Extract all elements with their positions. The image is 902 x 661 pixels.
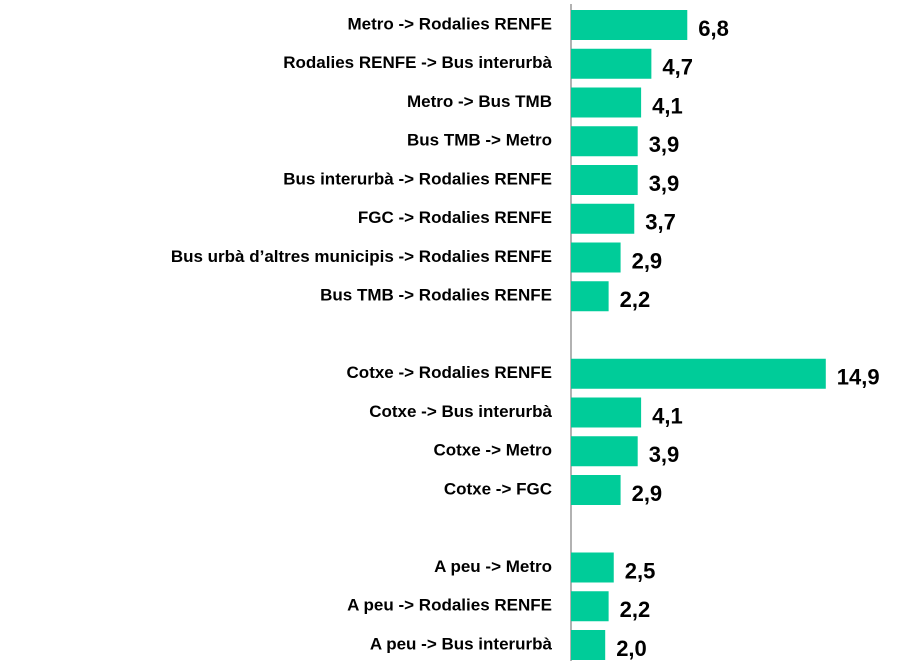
category-label: A peu -> Bus interurbà xyxy=(370,634,553,653)
category-label: Bus TMB -> Rodalies RENFE xyxy=(320,286,552,305)
category-label: Cotxe -> Rodalies RENFE xyxy=(347,363,552,382)
bar xyxy=(571,475,621,505)
bar xyxy=(571,203,635,234)
value-label: 3,9 xyxy=(649,132,680,157)
category-label: Cotxe -> Bus interurbà xyxy=(369,402,552,421)
bar xyxy=(571,358,826,389)
category-label: Bus urbà d’altres municipis -> Rodalies … xyxy=(171,247,552,266)
value-label: 2,9 xyxy=(632,481,663,506)
bar xyxy=(571,552,614,583)
bar xyxy=(571,165,638,195)
value-label: 14,9 xyxy=(837,365,880,390)
bar xyxy=(571,87,642,118)
bar xyxy=(571,10,688,40)
category-label: Cotxe -> Metro xyxy=(433,441,552,460)
category-label: A peu -> Metro xyxy=(434,557,552,576)
value-label: 2,5 xyxy=(625,558,656,583)
category-label: Metro -> Rodalies RENFE xyxy=(347,14,552,33)
bar xyxy=(571,48,652,79)
value-label: 3,9 xyxy=(649,442,680,467)
value-label: 3,7 xyxy=(645,210,676,235)
category-label: FGC -> Rodalies RENFE xyxy=(358,208,552,227)
value-label: 4,1 xyxy=(652,93,683,118)
bar xyxy=(571,126,638,157)
category-label: Rodalies RENFE -> Bus interurbà xyxy=(283,53,552,72)
value-label: 2,0 xyxy=(616,636,647,661)
bar xyxy=(571,281,609,312)
category-label: Bus interurbà -> Rodalies RENFE xyxy=(283,169,552,188)
value-label: 4,1 xyxy=(652,403,683,428)
bar xyxy=(571,242,621,273)
category-label: A peu -> Rodalies RENFE xyxy=(347,596,552,615)
value-label: 2,2 xyxy=(620,597,651,622)
category-label: Metro -> Bus TMB xyxy=(407,92,552,111)
value-label: 2,2 xyxy=(620,287,651,312)
bar xyxy=(571,630,606,660)
value-label: 2,9 xyxy=(632,248,663,273)
category-label: Bus TMB -> Metro xyxy=(407,131,552,150)
category-label: Cotxe -> FGC xyxy=(444,479,552,498)
bar xyxy=(571,397,642,428)
bar xyxy=(571,436,638,467)
bar xyxy=(571,591,609,622)
value-label: 3,9 xyxy=(649,171,680,196)
value-label: 6,8 xyxy=(698,16,729,41)
value-label: 4,7 xyxy=(662,55,693,80)
